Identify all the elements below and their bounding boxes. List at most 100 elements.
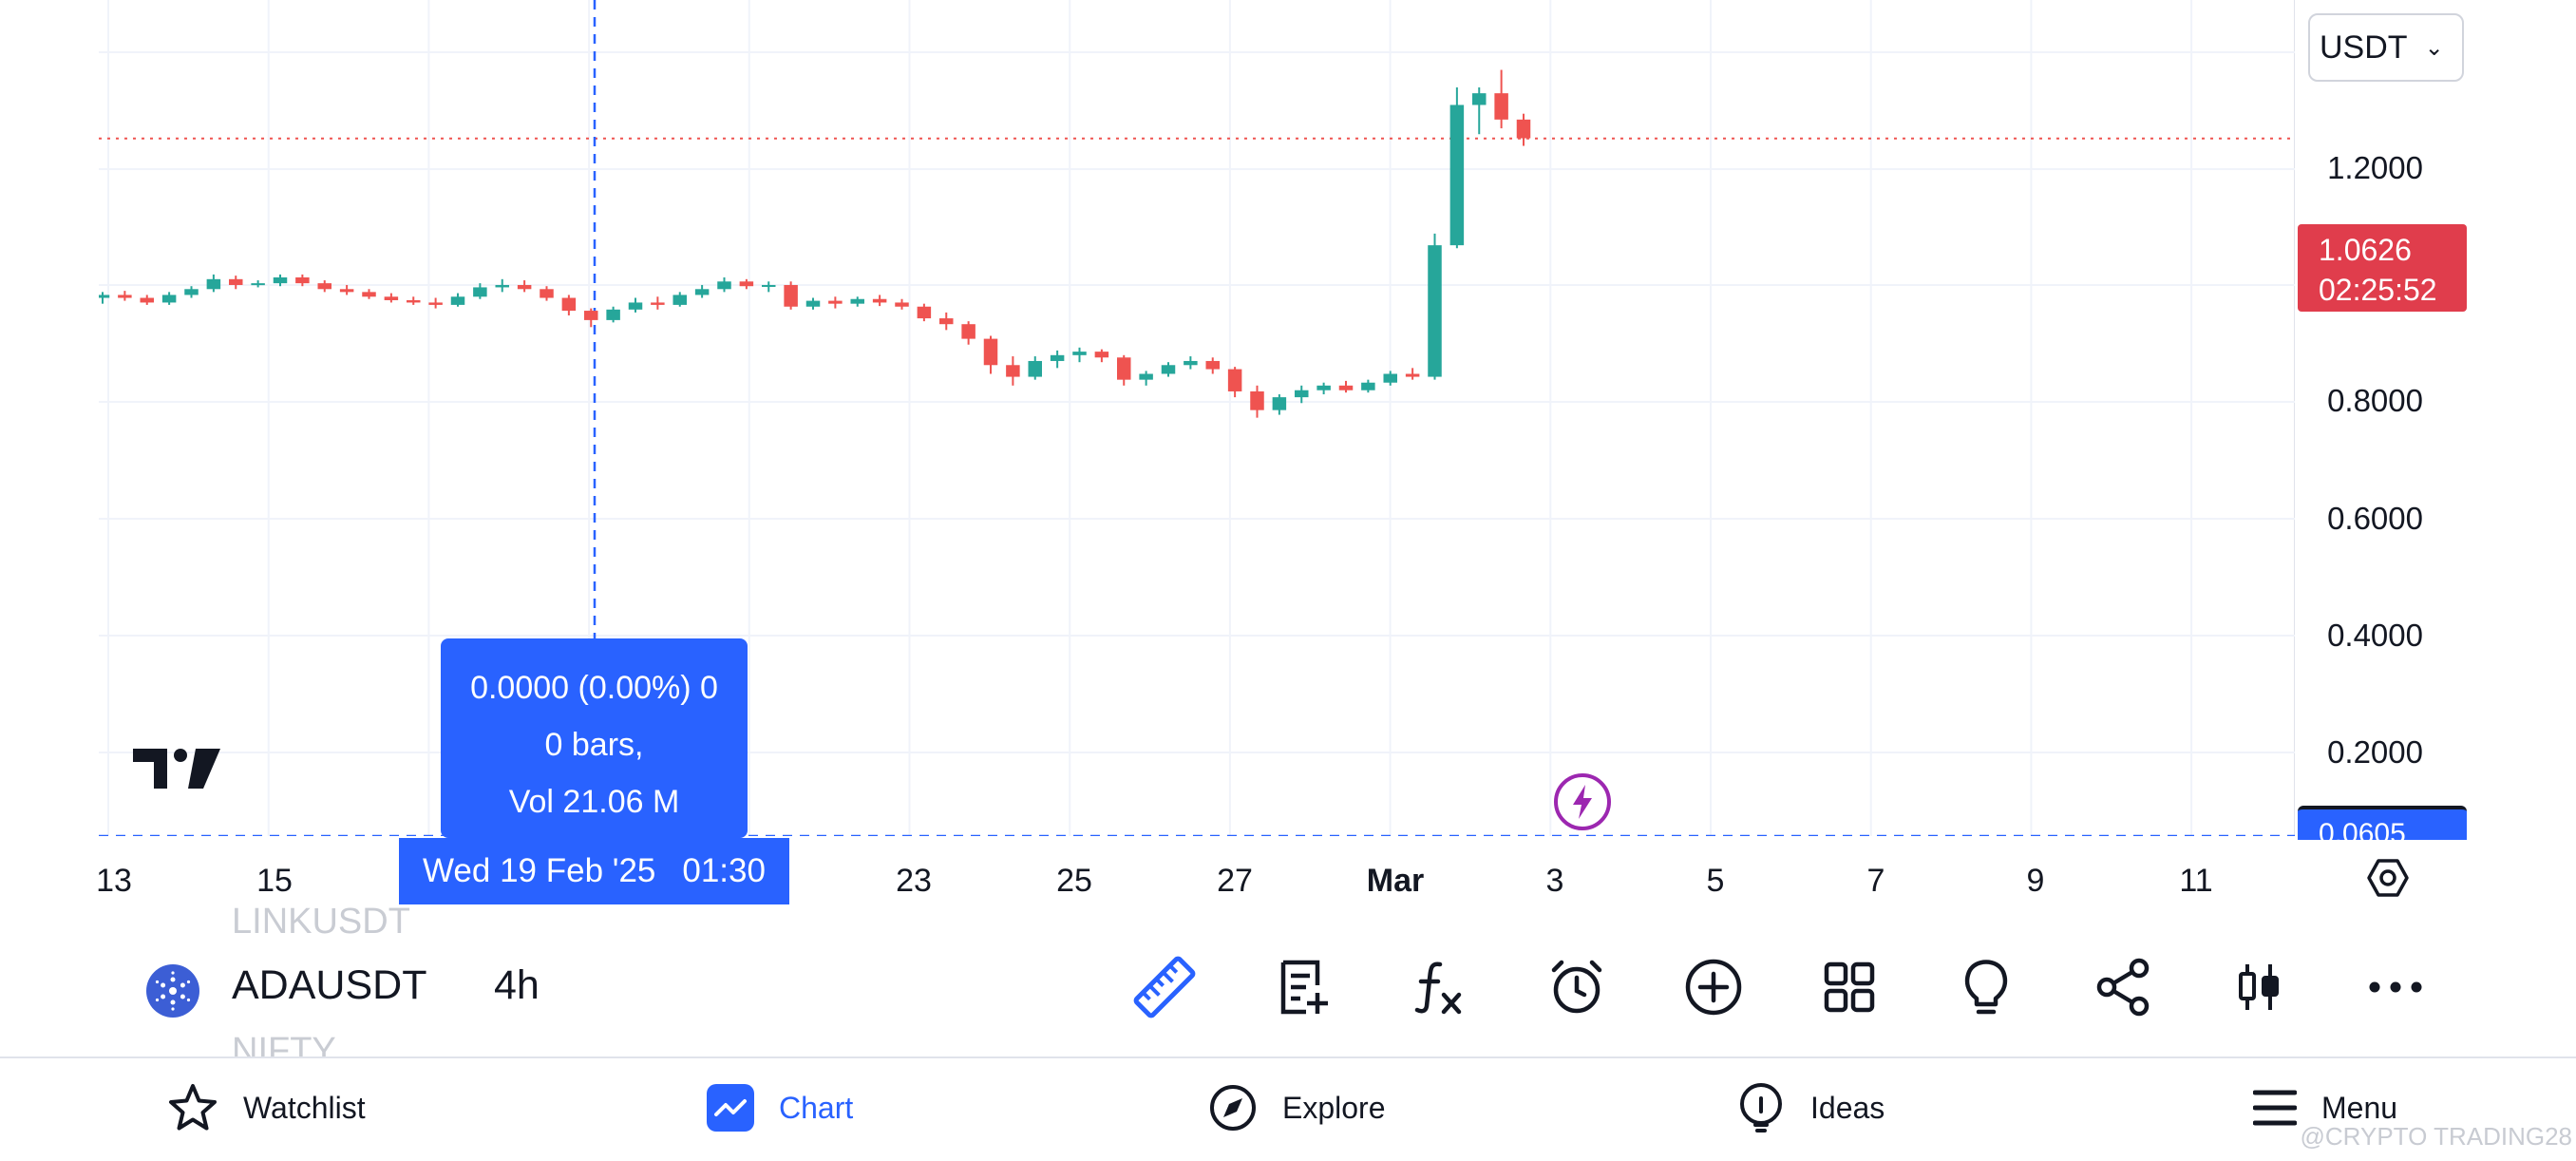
lightning-event-icon[interactable] <box>1552 771 1613 837</box>
candle-body <box>473 287 487 297</box>
nav-menu[interactable]: Menu <box>2253 1079 2397 1136</box>
candle-body <box>229 278 243 285</box>
crosshair-date-tag: Wed 19 Feb '25 01:30 <box>399 838 789 904</box>
nav-ideas-label: Ideas <box>1810 1090 1885 1125</box>
y-tick-0-6: 0.6000 <box>2327 501 2423 536</box>
candle-body <box>1494 93 1508 120</box>
lightbulb-icon[interactable] <box>1946 947 2026 1027</box>
candle-body <box>1516 119 1531 139</box>
candle-body <box>161 295 177 303</box>
candle-body <box>561 297 577 312</box>
y-tick-0-4: 0.4000 <box>2327 618 2423 653</box>
price-chart[interactable] <box>99 0 2295 836</box>
candle-body <box>517 284 532 290</box>
interval-button[interactable]: 4h <box>494 962 540 1008</box>
more-icon[interactable] <box>2356 947 2435 1027</box>
candle-body <box>184 289 199 295</box>
candle-body <box>1139 373 1153 380</box>
symbol-toolbar: LINKUSDT ADAUSDT 4h NIFTY <box>99 902 2473 1071</box>
x-tick-mar: Mar <box>1366 863 1425 899</box>
x-tick-5: 5 <box>1706 863 1725 899</box>
x-tick-27: 27 <box>1217 863 1253 899</box>
candle-body <box>739 281 754 287</box>
candle-body <box>251 283 265 286</box>
currency-select[interactable]: USDT ⌄ <box>2308 13 2464 82</box>
candle-body <box>828 300 843 304</box>
candle-body <box>495 284 509 288</box>
candle-body <box>99 295 110 298</box>
add-plus-icon[interactable] <box>1674 947 1753 1027</box>
candle-body <box>384 296 399 300</box>
candle-body <box>694 289 710 295</box>
share-icon[interactable] <box>2084 947 2164 1027</box>
candle-body <box>1295 390 1309 398</box>
candle-body <box>1428 245 1442 377</box>
candle-body <box>206 278 221 290</box>
candle-body <box>1316 385 1331 390</box>
candle-body <box>784 284 798 307</box>
time-axis-settings-icon[interactable] <box>2365 855 2411 903</box>
x-tick-7: 7 <box>1866 863 1885 899</box>
candle-body <box>1361 382 1375 390</box>
candle-body <box>651 302 665 305</box>
candle-body <box>584 311 598 320</box>
x-tick-13: 13 <box>96 863 132 899</box>
last-price-tag: 1.0626 02:25:52 <box>2298 224 2467 312</box>
candle-body <box>317 283 331 290</box>
nav-watchlist[interactable]: Watchlist <box>167 1079 366 1136</box>
candle-body <box>961 324 975 339</box>
symbol-name[interactable]: ADAUSDT <box>232 962 427 1008</box>
candle-body <box>140 297 154 303</box>
candle-body <box>1449 105 1465 246</box>
candle-style-icon[interactable] <box>2219 947 2299 1027</box>
candle-body <box>1250 390 1264 410</box>
layout-grid-icon[interactable] <box>1809 947 1889 1027</box>
candle-body <box>428 302 443 305</box>
tradingview-logo-icon[interactable] <box>133 749 220 793</box>
candle-body <box>295 276 310 284</box>
last-price-value: 1.0626 <box>2319 233 2412 267</box>
candle-body <box>1006 365 1020 377</box>
candle-body <box>762 284 776 287</box>
candle-body <box>1272 397 1287 410</box>
y-tick-0-8: 0.8000 <box>2327 383 2423 418</box>
nav-menu-label: Menu <box>2321 1090 2398 1125</box>
currency-value: USDT <box>2320 29 2408 66</box>
x-tick-23: 23 <box>896 863 932 899</box>
nav-watchlist-label: Watchlist <box>243 1090 366 1125</box>
nav-chart[interactable]: Chart <box>707 1079 853 1136</box>
fx-indicator-icon[interactable] <box>1400 947 1480 1027</box>
bottom-navigation: Watchlist Chart Explore Ideas Menu @CRYP… <box>0 1056 2576 1161</box>
candle-body <box>1094 352 1109 358</box>
nav-ideas[interactable]: Ideas <box>1736 1079 1885 1136</box>
candle-body <box>273 276 288 284</box>
ruler-icon[interactable] <box>1125 947 1204 1027</box>
add-note-icon[interactable] <box>1264 947 1344 1027</box>
x-tick-11: 11 <box>2179 863 2213 899</box>
measure-tooltip: 0.0000 (0.00%) 0 0 bars, Vol 21.06 M <box>441 638 748 838</box>
candle-body <box>917 306 932 319</box>
chevron-down-icon: ⌄ <box>2424 34 2444 61</box>
candle-body <box>672 295 687 305</box>
candle-body <box>1227 369 1242 391</box>
candle-body <box>850 298 864 304</box>
nav-explore-label: Explore <box>1282 1090 1386 1125</box>
x-tick-15: 15 <box>256 863 293 899</box>
candle-body <box>1472 93 1487 105</box>
bar-countdown: 02:25:52 <box>2319 273 2437 307</box>
alarm-icon[interactable] <box>1537 947 1617 1027</box>
tooltip-volume: Vol 21.06 M <box>508 784 680 820</box>
star-icon <box>169 1084 217 1131</box>
cardano-logo-icon <box>146 964 199 1018</box>
candle-body <box>983 338 998 366</box>
y-tick-0-2: 0.2000 <box>2327 734 2423 770</box>
watermark: @CRYPTO TRADING28 <box>2300 1122 2572 1151</box>
candle-body <box>407 299 421 303</box>
nav-explore[interactable]: Explore <box>1208 1079 1386 1136</box>
chart-area[interactable] <box>99 0 2295 836</box>
hamburger-icon <box>2253 1090 2297 1126</box>
crosshair-price-tag: 0.0605 <box>2298 806 2467 840</box>
prev-symbol[interactable]: LINKUSDT <box>232 902 410 942</box>
nav-chart-label: Chart <box>779 1090 854 1125</box>
crosshair-date: Wed 19 Feb '25 <box>423 852 656 889</box>
